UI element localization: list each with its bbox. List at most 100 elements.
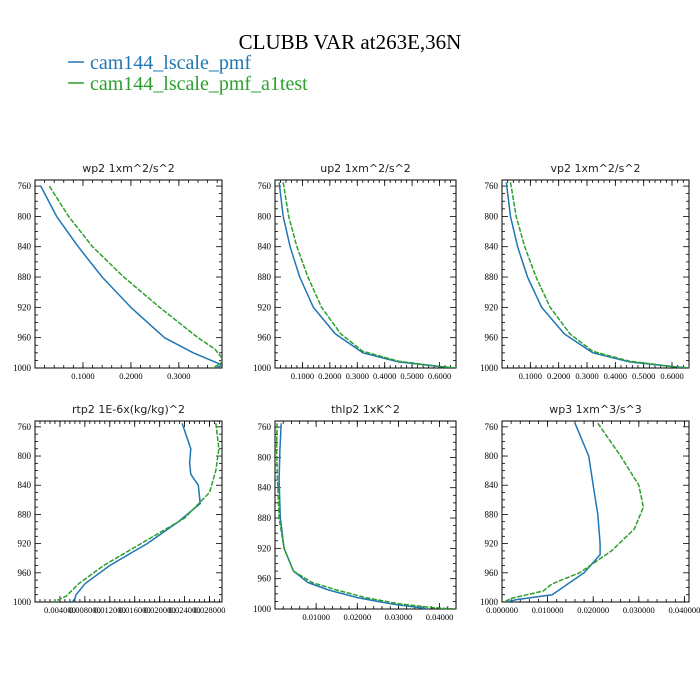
- xtick-label: 0.010000: [532, 605, 564, 615]
- xtick-label: 0.008000: [69, 605, 101, 615]
- xtick-label: 0.020000: [144, 605, 176, 615]
- ytick-label: 920: [18, 539, 32, 549]
- ytick-label: 760: [18, 422, 32, 432]
- ytick-label: 840: [485, 480, 499, 490]
- xtick-label: 0.3000: [346, 371, 369, 381]
- ytick-label: 800: [258, 452, 272, 462]
- ytick-label: 920: [18, 302, 32, 312]
- xtick-label: 0.04000: [426, 612, 454, 622]
- ytick-label: 760: [18, 181, 32, 191]
- legend-entry-1: cam144_lscale_pmf: [68, 52, 251, 74]
- plot-frame: [501, 420, 690, 603]
- panel-title: thlp2 1xK^2: [331, 403, 400, 416]
- xtick-label: 0.024000: [169, 605, 201, 615]
- xtick-label: 0.012000: [94, 605, 126, 615]
- ytick-label: 1000: [480, 363, 499, 373]
- xtick-label: 0.1000: [71, 371, 94, 381]
- ytick-label: 760: [485, 181, 499, 191]
- main-title: CLUBB VAR at263E,36N: [239, 30, 462, 54]
- ytick-label: 840: [18, 242, 32, 252]
- panel-title: rtp2 1E-6x(kg/kg)^2: [72, 403, 185, 416]
- plot-frame: [274, 420, 457, 610]
- ytick-label: 1000: [253, 363, 272, 373]
- xtick-label: 0.4000: [373, 371, 396, 381]
- xtick-label: 0.6000: [660, 371, 683, 381]
- xtick-label: 0.5000: [632, 371, 655, 381]
- xtick-label: 0.2000: [318, 371, 341, 381]
- ytick-label: 800: [485, 211, 499, 221]
- legend-label-1: cam144_lscale_pmf: [90, 52, 251, 74]
- ytick-label: 1000: [13, 597, 32, 607]
- panel-1: wp2 1xm^2/s^2 760 800 840 880 920 960 1000 0.100…: [13, 162, 223, 381]
- ytick-label: 880: [258, 513, 272, 523]
- xtick-label: 0.016000: [119, 605, 151, 615]
- series-line-2: [509, 182, 689, 368]
- panel-5: thlp2 1xK^2 760 800 840 880 920 960 1000 0.01000…: [253, 403, 457, 622]
- xtick-label: 0.1000: [519, 371, 542, 381]
- xtick-label: 0.01000: [302, 612, 330, 622]
- xtick-label: 0.1000: [291, 371, 314, 381]
- ytick-label: 960: [18, 568, 32, 578]
- series-line-1: [40, 185, 222, 368]
- ytick-label: 800: [18, 211, 32, 221]
- panel-2: up2 1xm^2/s^2 760 800 840 880 920 960 1000 0.100…: [253, 162, 457, 381]
- ytick-label: 960: [18, 333, 32, 343]
- xtick-label: 0.040000: [669, 605, 700, 615]
- panel-3: vp2 1xm^2/s^2 760 800 840 880 920 960 1000 0.100…: [480, 162, 690, 381]
- panel-title: wp3 1xm^3/s^3: [549, 403, 642, 416]
- series-line-1: [506, 422, 601, 602]
- ytick-label: 880: [258, 272, 272, 282]
- ytick-label: 920: [258, 543, 272, 553]
- ytick-label: 800: [258, 211, 272, 221]
- xtick-label: 0.000000: [486, 605, 518, 615]
- series-line-1: [278, 182, 456, 368]
- xtick-label: 0.2000: [119, 371, 142, 381]
- ytick-label: 760: [258, 181, 272, 191]
- plot-frame: [34, 420, 223, 603]
- xtick-label: 0.028000: [194, 605, 226, 615]
- ytick-label: 840: [258, 242, 272, 252]
- panel-6: wp3 1xm^3/s^3 760 800 840 880 920 960 10000.000…: [480, 403, 700, 615]
- ytick-label: 920: [485, 302, 499, 312]
- legend-entry-2: cam144_lscale_pmf_a1test: [68, 73, 308, 95]
- plot-frame: [274, 179, 457, 369]
- ytick-label: 1000: [480, 597, 499, 607]
- series-line-1: [505, 182, 689, 368]
- ytick-label: 960: [485, 333, 499, 343]
- ytick-label: 840: [485, 242, 499, 252]
- ytick-label: 960: [258, 574, 272, 584]
- panel-4: rtp2 1E-6x(kg/kg)^2 760 800 840 880 920 960 100…: [13, 403, 225, 615]
- legend-label-2: cam144_lscale_pmf_a1test: [90, 73, 308, 95]
- xtick-label: 0.4000: [604, 371, 627, 381]
- ytick-label: 760: [258, 422, 272, 432]
- ytick-label: 880: [485, 509, 499, 519]
- series-line-2: [275, 423, 456, 609]
- series-line-2: [282, 182, 456, 368]
- panel-title: wp2 1xm^2/s^2: [82, 162, 175, 175]
- plot-frame: [34, 179, 223, 369]
- xtick-label: 0.2000: [547, 371, 570, 381]
- ytick-label: 880: [18, 509, 32, 519]
- panel-title: up2 1xm^2/s^2: [320, 162, 411, 175]
- xtick-label: 0.3000: [575, 371, 598, 381]
- ytick-label: 840: [18, 480, 32, 490]
- ytick-label: 960: [485, 568, 499, 578]
- xtick-label: 0.03000: [385, 612, 413, 622]
- ytick-label: 1000: [253, 604, 272, 614]
- ytick-label: 1000: [13, 363, 32, 373]
- xtick-label: 0.5000: [400, 371, 423, 381]
- series-line-2: [53, 423, 220, 602]
- xtick-label: 0.02000: [343, 612, 371, 622]
- ytick-label: 880: [18, 272, 32, 282]
- xtick-label: 0.3000: [167, 371, 190, 381]
- series-line-2: [503, 422, 645, 602]
- ytick-label: 760: [485, 422, 499, 432]
- panels: wp2 1xm^2/s^2 760 800 840 880 920 960 1000 0.100…: [13, 162, 700, 622]
- ytick-label: 840: [258, 483, 272, 493]
- plot-frame: [501, 179, 690, 369]
- series-line-1: [278, 423, 428, 609]
- ytick-label: 800: [18, 451, 32, 461]
- ytick-label: 920: [485, 539, 499, 549]
- ytick-label: 880: [485, 272, 499, 282]
